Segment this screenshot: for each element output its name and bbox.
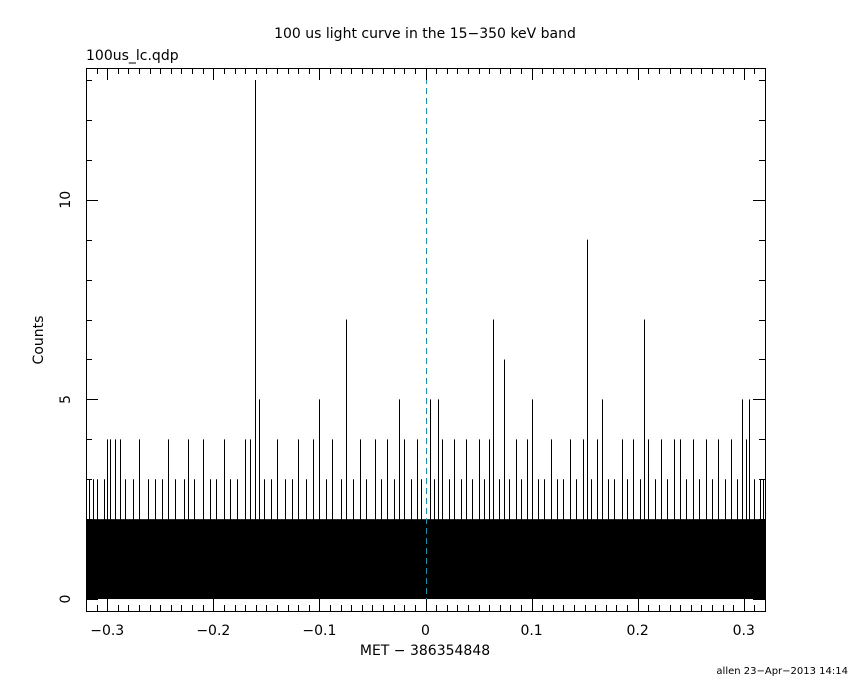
y-tick-label: 10: [58, 191, 74, 209]
y-tick-label: 0: [58, 595, 74, 604]
x-tick-label: 0.2: [627, 623, 649, 639]
footer-stamp: allen 23−Apr−2013 14:14: [716, 666, 848, 677]
x-axis-label: MET − 386354848: [360, 643, 490, 659]
x-tick-label: −0.1: [302, 623, 336, 639]
light-curve-bars: [86, 79, 765, 600]
x-tick-label: 0.3: [733, 623, 755, 639]
chart-title: 100 us light curve in the 15−350 keV ban…: [274, 26, 576, 42]
x-tick-label: −0.2: [196, 623, 230, 639]
y-axis-ticks: 0 5 10: [58, 80, 765, 604]
x-tick-label: 0: [421, 623, 430, 639]
x-tick-label: −0.3: [90, 623, 124, 639]
chart-subtitle: 100us_lc.qdp: [86, 48, 179, 64]
y-tick-label: 5: [58, 395, 74, 404]
baseline-counts-band: [86, 519, 765, 600]
y-axis-label: Counts: [31, 316, 47, 365]
x-axis-ticks: −0.3 −0.2 −0.1 0 0.1 0.2 0.3: [86, 68, 766, 639]
x-tick-label: 0.1: [520, 623, 542, 639]
